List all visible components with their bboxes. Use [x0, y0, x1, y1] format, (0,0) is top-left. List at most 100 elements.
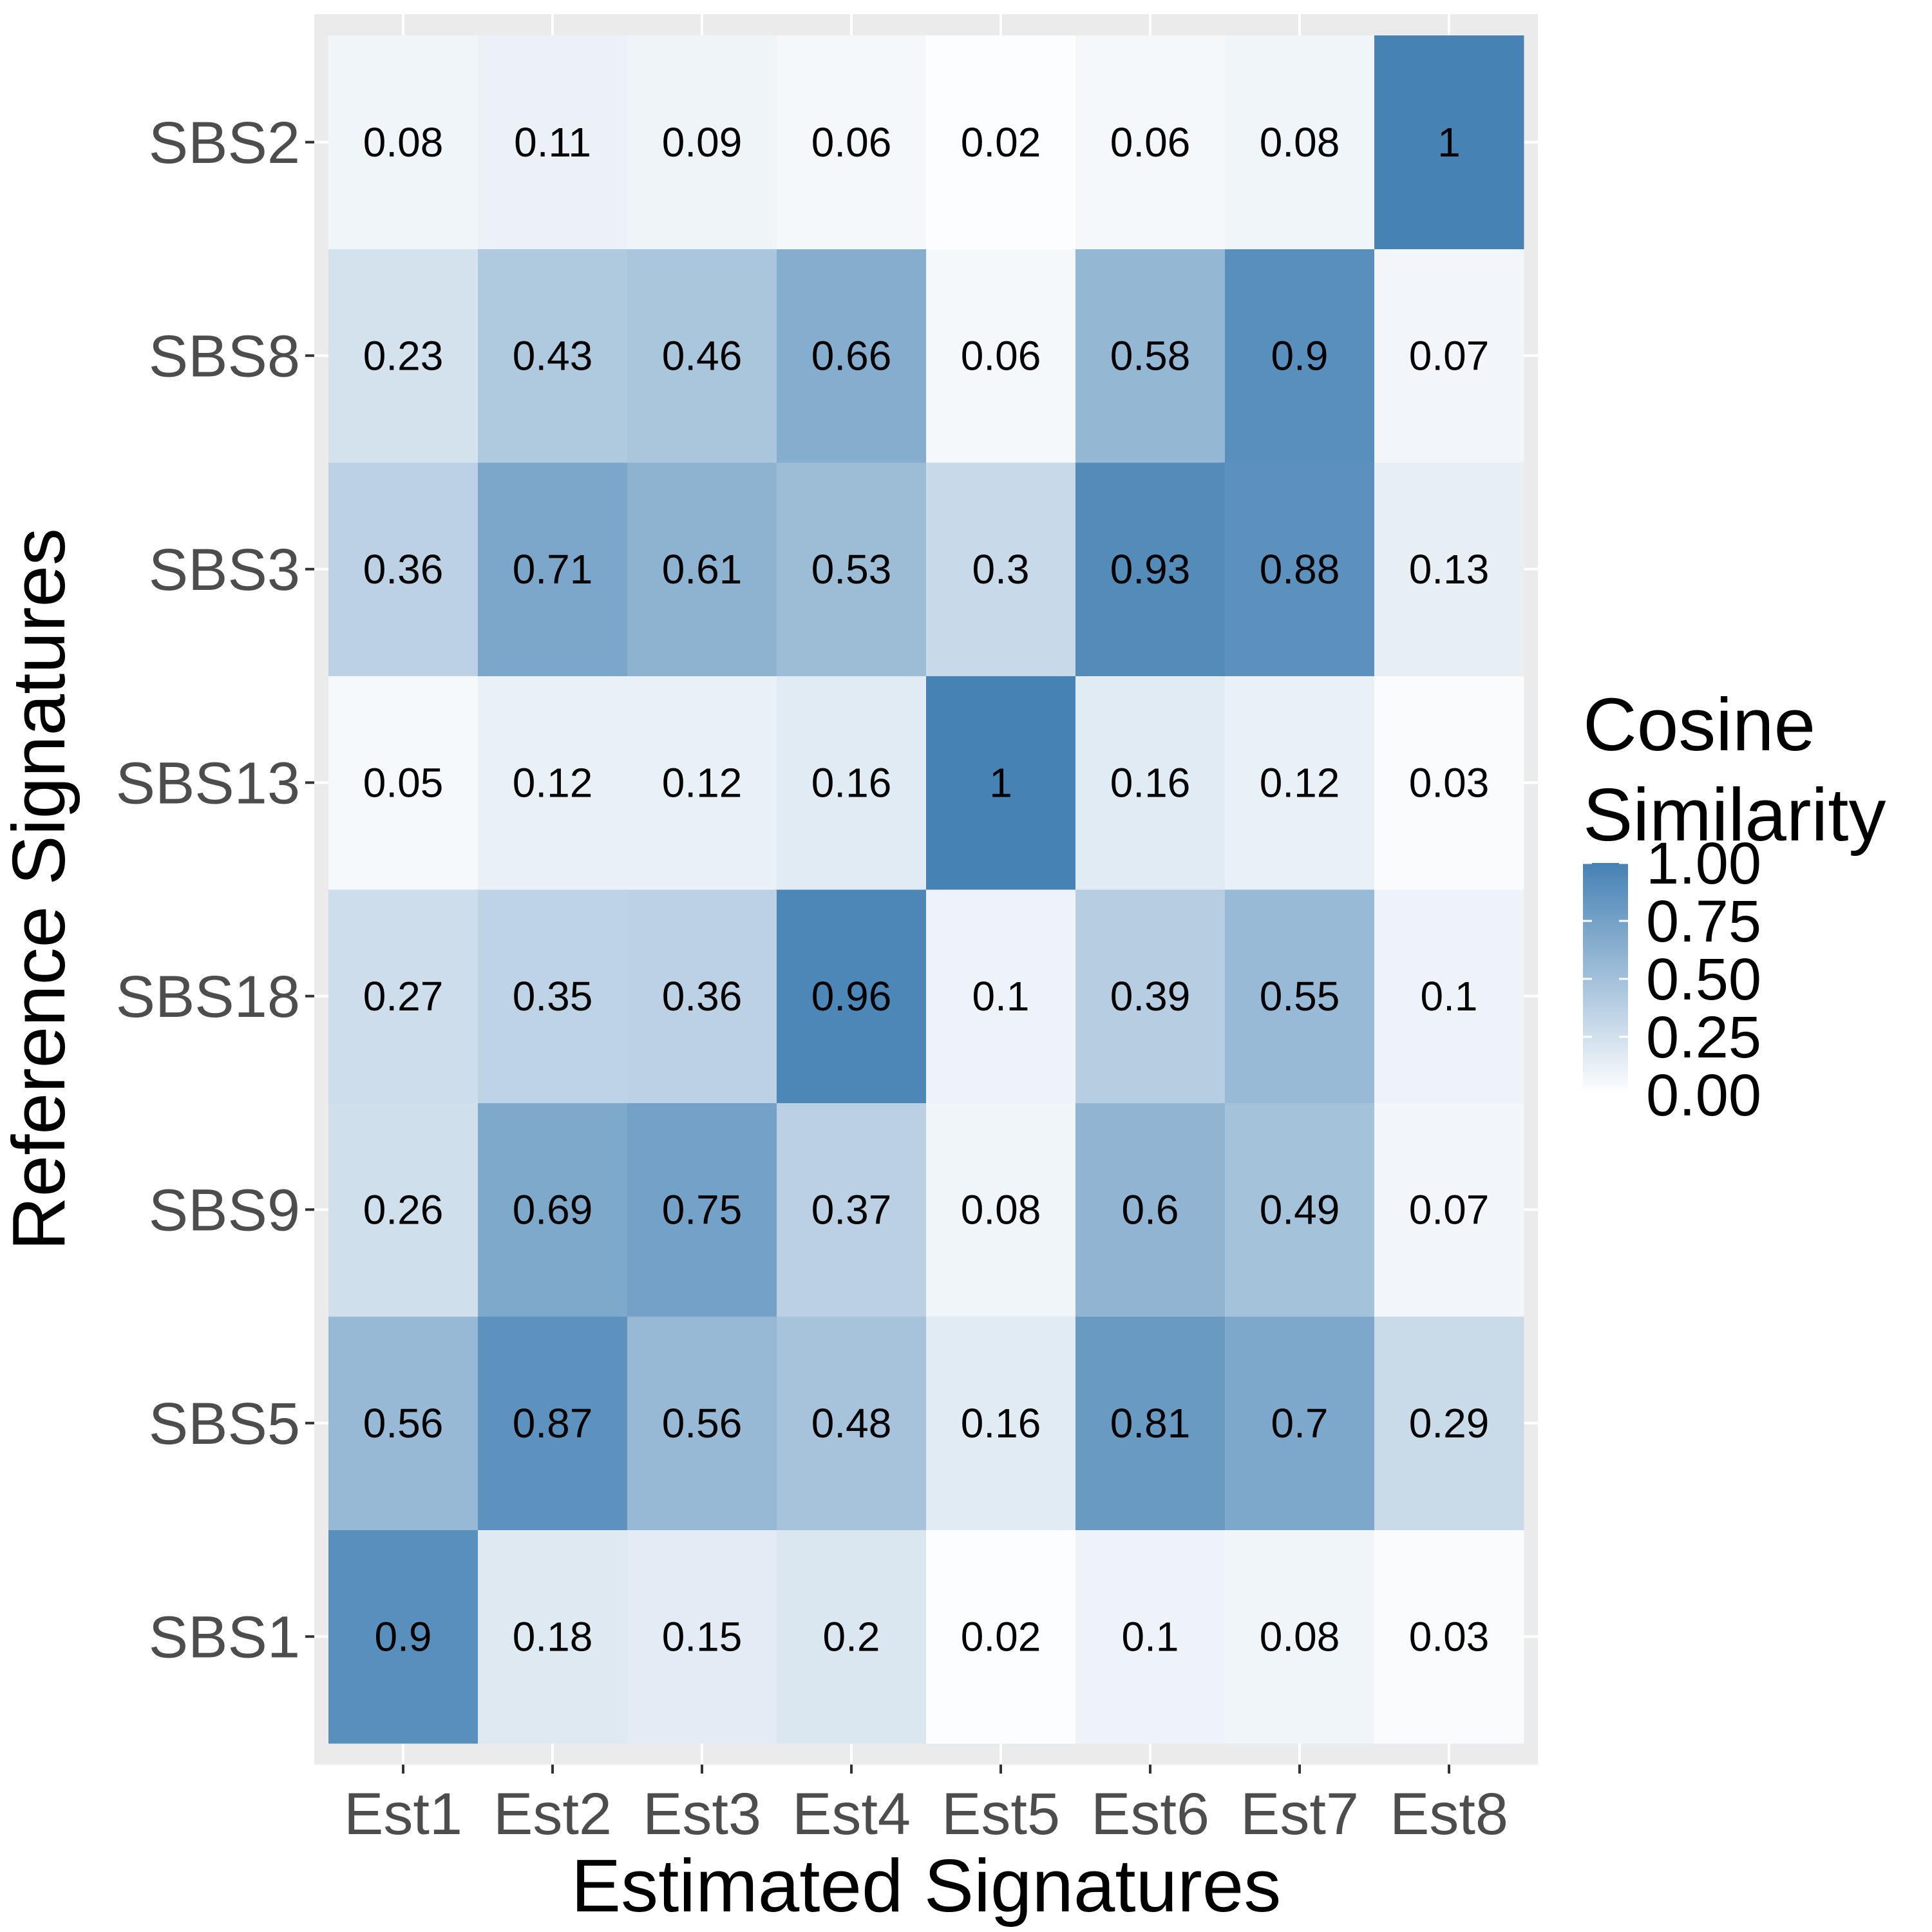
- cell-value-label: 0.46: [662, 332, 743, 379]
- heatmap-cell: [777, 676, 927, 890]
- heatmap-cell: [478, 1530, 628, 1744]
- heatmap-cell: [777, 1316, 927, 1530]
- cell-value-label: 0.02: [961, 1613, 1041, 1660]
- y-axis-title: Reference Signatures: [0, 528, 80, 1251]
- y-tick-label: SBS5: [149, 1391, 300, 1457]
- heatmap-cell: [1075, 1316, 1226, 1530]
- cell-value-label: 0.07: [1409, 332, 1490, 379]
- heatmap-cell: [1374, 249, 1524, 463]
- heatmap-cell: [1374, 1103, 1524, 1317]
- cell-value-label: 0.26: [363, 1186, 444, 1233]
- cell-value-label: 0.08: [1260, 1613, 1340, 1660]
- heatmap-cell: [478, 676, 628, 890]
- x-tick-label: Est1: [344, 1781, 462, 1847]
- heatmap-cell: [1075, 249, 1226, 463]
- heatmap-cell: [478, 889, 628, 1103]
- cell-value-label: 0.93: [1110, 546, 1191, 592]
- cell-value-label: 0.81: [1110, 1400, 1191, 1446]
- heatmap-cell: [478, 249, 628, 463]
- legend: Cosine Similarity 1.000.750.500.250.00: [1583, 683, 1886, 1128]
- cell-value-label: 0.08: [1260, 119, 1340, 166]
- cell-value-label: 0.56: [363, 1400, 444, 1446]
- heatmap-cell: [1374, 462, 1524, 676]
- x-axis: Est1 Est2 Est3 Est4 Est5 Est6 Est7 Est8: [344, 1765, 1508, 1847]
- cell-value-label: 0.48: [811, 1400, 892, 1446]
- heatmap-cell: [627, 1530, 777, 1744]
- cell-value-label: 0.36: [363, 546, 444, 592]
- heatmap-cells: [328, 35, 1524, 1744]
- cell-value-label: 0.87: [513, 1400, 593, 1446]
- cell-value-label: 0.03: [1409, 759, 1490, 806]
- heatmap-cell: [478, 1316, 628, 1530]
- heatmap-cell: [1374, 676, 1524, 890]
- cell-value-label: 0.08: [961, 1186, 1041, 1233]
- legend-title-line-2: Similarity: [1583, 773, 1886, 857]
- heatmap-cell: [777, 1530, 927, 1744]
- heatmap-cell: [1075, 1530, 1226, 1744]
- x-tick-label: Est7: [1240, 1781, 1359, 1847]
- cell-value-label: 0.3: [972, 546, 1030, 592]
- heatmap-cell: [1075, 35, 1226, 249]
- y-tick-label: SBS8: [149, 323, 300, 389]
- cell-value-label: 0.43: [513, 332, 593, 379]
- x-tick-label: Est5: [942, 1781, 1060, 1847]
- heatmap-cell: [627, 1316, 777, 1530]
- cell-value-label: 0.96: [811, 973, 892, 1019]
- heatmap-cell: [1075, 1103, 1226, 1317]
- heatmap-cell: [328, 35, 478, 249]
- cell-value-label: 0.12: [1260, 759, 1340, 806]
- cell-value-label: 0.2: [823, 1613, 880, 1660]
- cell-value-label: 1: [989, 759, 1012, 806]
- heatmap-cell: [1374, 1316, 1524, 1530]
- cell-value-label: 0.36: [662, 973, 743, 1019]
- heatmap-cell: [926, 676, 1076, 890]
- cell-value-label: 0.09: [662, 119, 743, 166]
- legend-tick-label: 0.00: [1646, 1063, 1761, 1128]
- heatmap-cell: [1225, 462, 1375, 676]
- cell-value-label: 0.58: [1110, 332, 1191, 379]
- heatmap-cell: [926, 889, 1076, 1103]
- heatmap-cell: [926, 35, 1076, 249]
- x-tick-label: Est3: [643, 1781, 761, 1847]
- cell-value-label: 0.29: [1409, 1400, 1490, 1446]
- heatmap-cell: [926, 249, 1076, 463]
- cell-value-label: 0.13: [1409, 546, 1490, 592]
- heatmap-cell: [478, 462, 628, 676]
- cell-value-label: 0.03: [1409, 1613, 1490, 1660]
- cell-value-labels: 0.9 0.18 0.15 0.2 0.02 0.1 0.08 0.03 0.56 0.87 0.5…: [363, 119, 1490, 1660]
- cell-value-label: 0.49: [1260, 1186, 1340, 1233]
- cell-value-label: 0.56: [662, 1400, 743, 1446]
- cell-value-label: 0.88: [1260, 546, 1340, 592]
- cell-value-label: 0.16: [961, 1400, 1041, 1446]
- legend-tick-label: 0.75: [1646, 889, 1761, 954]
- heatmap-cell: [478, 35, 628, 249]
- cell-value-label: 0.75: [662, 1186, 743, 1233]
- y-axis: SBS1 SBS5 SBS9 SBS18 SBS13 SBS3 SBS8 SBS2: [116, 110, 314, 1670]
- heatmap-cell: [1225, 249, 1375, 463]
- heatmap-cell: [627, 889, 777, 1103]
- cell-value-label: 0.66: [811, 332, 892, 379]
- cell-value-label: 1: [1437, 119, 1461, 166]
- heatmap-cell: [627, 462, 777, 676]
- heatmap-cell: [627, 1103, 777, 1317]
- heatmap-cell: [1225, 1103, 1375, 1317]
- y-tick-label: SBS18: [116, 964, 300, 1030]
- legend-title-line-1: Cosine: [1583, 683, 1815, 766]
- cell-value-label: 0.18: [513, 1613, 593, 1660]
- x-axis-title: Estimated Signatures: [571, 1844, 1282, 1927]
- cell-value-label: 0.7: [1271, 1400, 1329, 1446]
- cell-value-label: 0.12: [513, 759, 593, 806]
- heatmap-cell: [926, 1103, 1076, 1317]
- cell-value-label: 0.11: [514, 119, 591, 166]
- cell-value-label: 0.06: [811, 119, 892, 166]
- heatmap-cell: [777, 889, 927, 1103]
- cell-value-label: 0.9: [375, 1613, 432, 1660]
- heatmap-cell: [1225, 676, 1375, 890]
- y-tick-label: SBS9: [149, 1177, 300, 1243]
- heatmap-cell: [1374, 889, 1524, 1103]
- legend-tick-label: 1.00: [1646, 831, 1761, 896]
- cell-value-label: 0.35: [513, 973, 593, 1019]
- heatmap-cell: [926, 1530, 1076, 1744]
- heatmap-cell: [777, 462, 927, 676]
